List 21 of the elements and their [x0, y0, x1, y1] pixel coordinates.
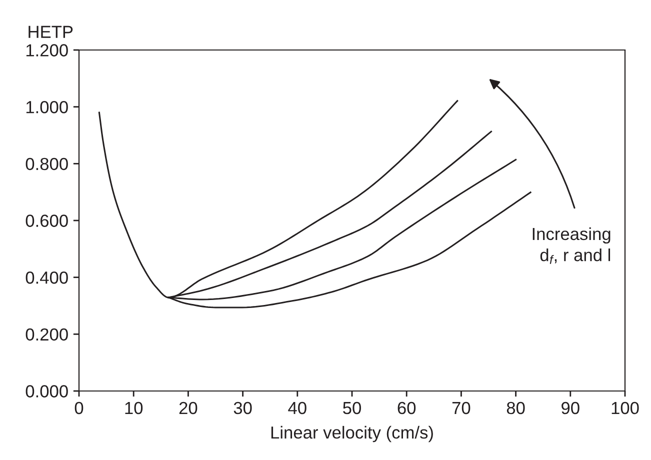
y-tick-label: 0.000: [26, 385, 68, 398]
y-tick-label: 1.200: [26, 44, 68, 56]
x-tick-label: 40: [288, 402, 306, 414]
x-tick-label: 20: [179, 402, 198, 414]
x-tick-label: 50: [343, 402, 361, 414]
x-tick-label: 0: [74, 402, 84, 414]
x-tick-label: 90: [562, 402, 580, 414]
y-tick-label: 1.000: [26, 101, 68, 114]
x-tick-label: 10: [125, 402, 143, 414]
x-tick-label: 30: [234, 402, 252, 414]
y-tick-label: 0.400: [26, 272, 68, 284]
x-tick-label: 60: [398, 402, 416, 414]
x-tick-label: 100: [612, 402, 639, 414]
annotation: Increasing d$_{f}$, r and l: [532, 227, 610, 264]
y-axis-title: HETP: [28, 26, 73, 38]
x-tick-label: 70: [452, 402, 470, 414]
x-tick-label: 80: [506, 402, 525, 414]
y-tick-label: 0.200: [26, 328, 68, 341]
y-tick-label: 0.800: [26, 158, 68, 170]
x-axis-title: Linear velocity (cm/s): [271, 426, 433, 442]
y-tick-label: 0.600: [26, 214, 68, 227]
